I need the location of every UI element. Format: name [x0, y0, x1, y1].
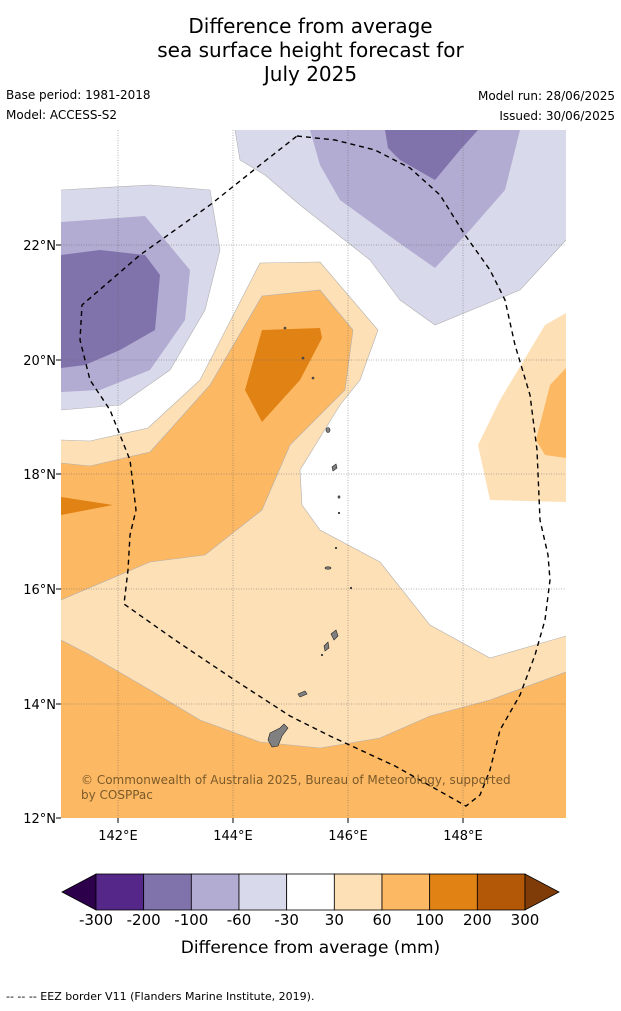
contour-outlines — [61, 130, 566, 749]
lat-tick-18: 18°N — [23, 468, 56, 483]
lon-tick-146: 146°E — [328, 829, 368, 844]
colorbar-tick-label: -100 — [174, 911, 209, 929]
colorbar — [61, 873, 560, 911]
contour-neg100-west — [61, 250, 160, 368]
colorbar-tick-label: 30 — [324, 911, 344, 929]
map-area: © Commonwealth of Australia 2025, Bureau… — [61, 130, 566, 818]
model-run-label: Model run: 28/06/2025 — [477, 89, 615, 103]
contour-pos100-west — [61, 497, 113, 515]
colorbar-segment — [476, 873, 526, 911]
issued-label: Issued: 30/06/2025 — [499, 109, 615, 123]
eez-border — [79, 135, 551, 807]
colorbar-segment — [95, 873, 145, 911]
colorbar-tick-label: 100 — [415, 911, 444, 929]
colorbar-title: Difference from average (mm) — [180, 938, 441, 958]
title-line-2: sea surface height forecast for — [157, 38, 464, 62]
lat-tick-labels: 22°N 20°N 18°N 16°N 14°N 12°N — [23, 239, 56, 827]
colorbar-segment — [286, 873, 335, 911]
gridlines — [61, 130, 566, 818]
lat-tick-20: 20°N — [23, 354, 56, 369]
colorbar-tick-label: 60 — [372, 911, 392, 929]
colorbar-segment — [333, 873, 383, 911]
lat-tick-14: 14°N — [23, 698, 56, 713]
contour-pos30-main — [61, 262, 566, 818]
colorbar-extend-low — [61, 873, 97, 911]
colorbar-tick-label: -200 — [126, 911, 161, 929]
lat-tick-22: 22°N — [23, 239, 56, 254]
eez-legend-note: -- -- -- EEZ border V11 (Flanders Marine… — [6, 990, 315, 1003]
lon-tick-148: 148°E — [443, 829, 483, 844]
title-line-3: July 2025 — [263, 62, 358, 86]
lon-tick-144: 144°E — [213, 829, 253, 844]
colorbar-tick-label: 300 — [510, 911, 540, 929]
colorbar-tick-label: -300 — [78, 911, 114, 929]
colorbar-tick-label: -30 — [274, 911, 299, 929]
axis-ticks — [56, 244, 464, 823]
base-period-label: Base period: 1981-2018 — [6, 88, 151, 102]
lat-tick-16: 16°N — [23, 583, 56, 598]
contour-pos100-center — [245, 328, 322, 422]
lon-tick-142: 142°E — [98, 829, 138, 844]
title-line-1: Difference from average — [188, 14, 433, 38]
contour-pos60-south — [61, 640, 566, 818]
contour-neg100-north — [385, 130, 478, 180]
colorbar-segment — [238, 873, 288, 911]
colorbar-extend-high — [524, 873, 560, 911]
chart-title: Difference from average sea surface heig… — [0, 14, 621, 86]
colorbar-segment — [381, 873, 431, 911]
contour-neg60-north — [310, 130, 520, 268]
lat-tick-12: 12°N — [23, 812, 56, 827]
contour-pos60-east — [536, 368, 566, 458]
colorbar-segment — [143, 873, 192, 911]
copyright-notice: © Commonwealth of Australia 2025, Bureau… — [81, 773, 514, 802]
lon-tick-labels: 142°E 144°E 146°E 148°E — [98, 829, 483, 844]
colorbar-segment — [190, 873, 240, 911]
guam-island — [267, 723, 289, 748]
colorbar-tick-label: -60 — [226, 911, 252, 929]
islands — [267, 326, 353, 748]
colorbar-tick-label: 200 — [463, 911, 492, 929]
model-label: Model: ACCESS-S2 — [6, 108, 118, 122]
colorbar-segment — [429, 873, 478, 911]
